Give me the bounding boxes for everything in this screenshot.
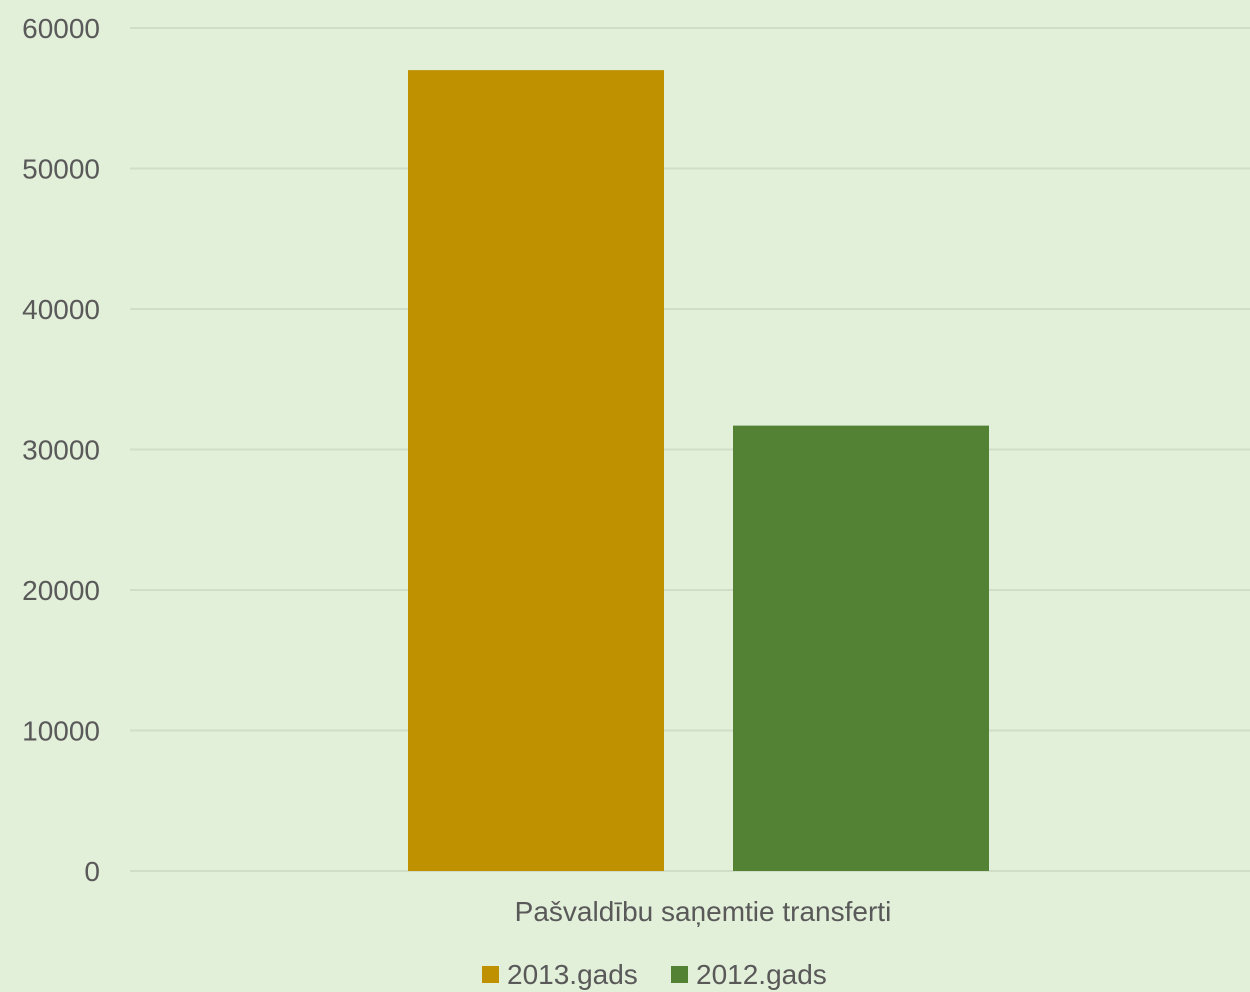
y-tick-label: 60000 bbox=[22, 13, 100, 44]
y-tick-label: 10000 bbox=[22, 716, 100, 747]
legend-label: 2013.gads bbox=[507, 959, 638, 990]
y-tick-label: 0 bbox=[84, 856, 100, 887]
legend-swatch bbox=[482, 966, 499, 983]
y-tick-label: 20000 bbox=[22, 575, 100, 606]
y-tick-label: 30000 bbox=[22, 435, 100, 466]
x-category-label: Pašvaldību saņemtie transferti bbox=[515, 896, 892, 927]
x-axis-categories: Pašvaldību saņemtie transferti bbox=[515, 896, 892, 927]
bar-2013-gads bbox=[408, 70, 664, 871]
y-axis-ticks: 0 10000 20000 30000 40000 50000 60000 bbox=[22, 13, 100, 887]
y-tick-label: 40000 bbox=[22, 294, 100, 325]
bar-2012-gads bbox=[733, 425, 989, 871]
bars bbox=[408, 70, 989, 871]
legend-swatch bbox=[671, 966, 688, 983]
legend: 2013.gads 2012.gads bbox=[482, 959, 827, 990]
gridlines bbox=[130, 27, 1250, 872]
legend-label: 2012.gads bbox=[696, 959, 827, 990]
y-tick-label: 50000 bbox=[22, 154, 100, 185]
